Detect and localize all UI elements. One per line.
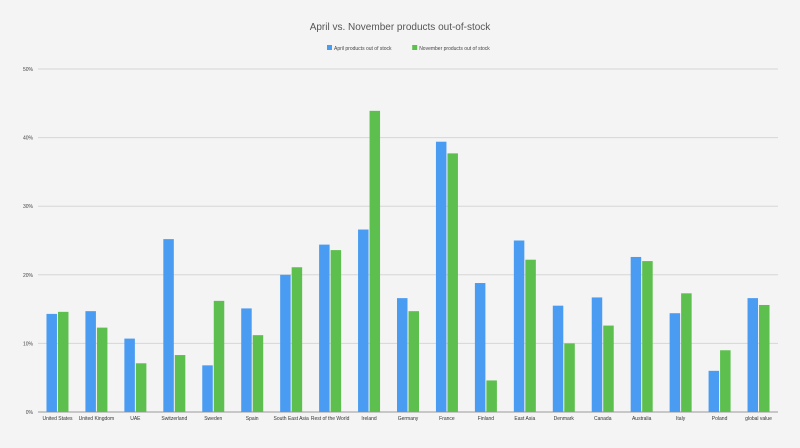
x-tick-label: Ireland	[361, 416, 377, 422]
x-tick-label: Denmark	[554, 416, 575, 422]
bar-april	[553, 306, 564, 412]
bar-april	[631, 257, 642, 412]
x-tick-label: Finland	[478, 416, 495, 422]
y-axis-labels: 0% 10% 20% 30% 40% 50%	[23, 67, 34, 416]
x-tick-label: Spain	[246, 416, 259, 422]
bar-november	[759, 305, 770, 412]
bar-april	[241, 308, 252, 412]
bar-april	[358, 230, 369, 412]
x-tick-label: South East Asia	[274, 416, 310, 422]
x-tick-label: Italy	[676, 416, 686, 422]
bar-november	[175, 355, 186, 412]
bar-april	[202, 365, 213, 412]
bar-april	[163, 239, 174, 412]
bar-april	[709, 371, 720, 412]
bar-november	[331, 250, 342, 412]
bar-november	[292, 267, 303, 412]
legend-swatch	[327, 45, 332, 50]
bar-april	[592, 297, 603, 412]
y-tick-label: 30%	[23, 204, 34, 210]
bar-april	[280, 275, 291, 412]
x-tick-label: United Kingdom	[79, 416, 115, 422]
x-tick-label: Poland	[712, 416, 728, 422]
bar-april	[319, 245, 330, 412]
bar-november	[486, 380, 497, 412]
bar-november	[525, 260, 536, 412]
x-tick-label: United States	[42, 416, 73, 422]
y-tick-label: 20%	[23, 273, 34, 279]
gridlines	[38, 69, 778, 412]
bar-november	[136, 363, 147, 412]
legend: April products out of stock November prod…	[327, 45, 490, 52]
bar-november	[681, 293, 692, 412]
bar-april	[397, 298, 408, 412]
bar-november	[642, 261, 653, 412]
x-axis-labels: United States United Kingdom UAE Switzerlan…	[42, 416, 772, 422]
x-tick-label: global value	[745, 416, 772, 422]
x-tick-label: Sweden	[204, 416, 222, 422]
bar-november	[58, 312, 68, 412]
bar-november	[97, 328, 108, 412]
x-tick-label: Switzerland	[161, 416, 187, 422]
bar-april	[514, 241, 525, 413]
y-tick-label: 40%	[23, 136, 34, 142]
bar-november	[720, 350, 731, 412]
bars	[46, 111, 769, 412]
legend-swatch	[412, 45, 417, 50]
y-tick-label: 50%	[23, 67, 34, 73]
chart-title: April vs. November products out-of-stock	[310, 22, 492, 33]
x-tick-label: Australia	[632, 416, 652, 422]
bar-april	[670, 313, 681, 412]
bar-november	[253, 335, 263, 412]
legend-label: November products out of stock	[419, 46, 490, 52]
bar-april	[748, 298, 759, 412]
x-tick-label: East Asia	[514, 416, 535, 422]
x-tick-label: Germany	[398, 416, 419, 422]
bar-november	[447, 153, 458, 412]
x-tick-label: UAE	[130, 416, 141, 422]
bar-november	[409, 311, 420, 412]
bar-april	[436, 142, 447, 412]
bar-november	[603, 326, 614, 412]
x-tick-label: France	[439, 416, 455, 422]
x-tick-label: Rest of the World	[311, 416, 350, 422]
bar-april	[85, 311, 96, 412]
bar-november	[214, 301, 225, 412]
bar-november	[564, 343, 575, 412]
y-tick-label: 0%	[26, 410, 34, 416]
x-tick-label: Canada	[594, 416, 612, 422]
legend-label: April products out of stock	[334, 46, 392, 52]
bar-april	[124, 339, 135, 412]
y-tick-label: 10%	[23, 341, 34, 347]
bar-april	[475, 283, 486, 412]
bar-november	[370, 111, 381, 412]
bar-april	[46, 314, 57, 412]
